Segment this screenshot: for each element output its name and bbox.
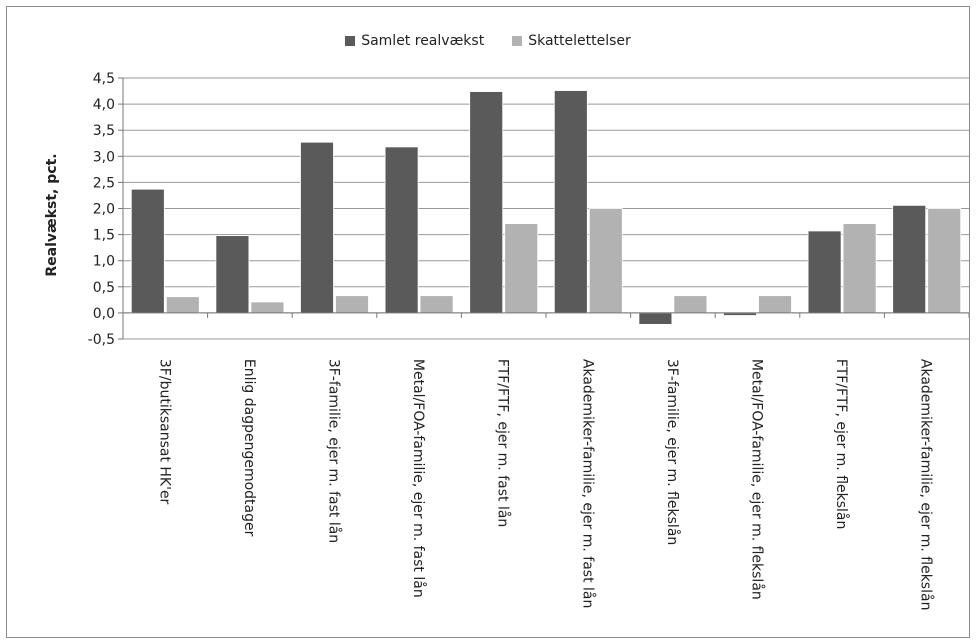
- x-category-label: 3F-familie, ejer m. fast lån: [326, 359, 343, 543]
- x-category-label: FTF/FTF, ejer m. fast lån: [495, 359, 512, 527]
- y-tick-label: 3,0: [93, 149, 115, 165]
- bar-skattelettelser: [758, 295, 792, 314]
- y-tick-label: -0,5: [88, 332, 115, 348]
- bar-skattelettelser: [335, 295, 369, 314]
- bar-skattelettelser: [250, 301, 285, 314]
- y-tick-label: 0,5: [93, 280, 115, 296]
- chart-frame: Samlet realvækst Skattelettelser Realvæk…: [6, 6, 970, 638]
- bar-samlet-realvaekst: [130, 188, 165, 314]
- bar-skattelettelser: [842, 223, 877, 314]
- y-tick-label: 1,0: [93, 254, 115, 270]
- bar-skattelettelser: [419, 295, 454, 314]
- bar-skattelettelser: [673, 295, 708, 314]
- x-category-label: 3F/butiksansat HK'er: [156, 359, 172, 505]
- y-tick-label: 4,0: [93, 97, 115, 113]
- legend-swatch-skattelettelser: [512, 36, 523, 46]
- legend-item-skattelettelser: Skattelettelser: [512, 33, 631, 49]
- y-tick-label: 2,5: [93, 175, 115, 191]
- legend-swatch-samlet-realvaekst: [345, 36, 356, 46]
- x-category-label: FTF/FTF, ejer m. flekslån: [833, 359, 850, 529]
- x-category-label: Akademiker-familie, ejer m. fast lån: [579, 359, 596, 608]
- bar-samlet-realvaekst: [300, 141, 334, 314]
- bar-samlet-realvaekst: [892, 204, 927, 314]
- y-tick-label: 3,5: [93, 123, 115, 139]
- plot-area: -0,5 0,0 0,5 1,0 1,5 2,0 2,5 3,0 3,5 4,0 4,5 3F/but…: [88, 71, 969, 611]
- x-category-label: Metal/FOA-familie, ejer m. fast lån: [410, 359, 427, 598]
- bar-samlet-realvaekst: [638, 312, 673, 325]
- y-tick-label: 4,5: [93, 71, 115, 87]
- bar-samlet-realvaekst: [215, 235, 250, 314]
- bar-skattelettelser: [927, 208, 962, 314]
- bar-skattelettelser: [165, 296, 200, 314]
- x-category-label: Akademiker-familie, ejer m. flekslån: [918, 359, 935, 611]
- bar-samlet-realvaekst: [469, 91, 504, 314]
- bar-samlet-realvaekst: [807, 230, 842, 314]
- x-category-label: Enlig dagpengemodtager: [241, 359, 257, 537]
- x-category-label: 3F-familie, ejer m. flekslån: [664, 359, 681, 545]
- legend-label-samlet-realvaekst: Samlet realvækst: [361, 33, 485, 49]
- legend-label-skattelettelser: Skattelettelser: [528, 33, 631, 49]
- bar-samlet-realvaekst: [384, 146, 419, 314]
- y-tick-label: 0,0: [93, 306, 115, 322]
- bar-skattelettelser: [588, 208, 623, 314]
- x-category-label: Metal/FOA-familie, ejer m. flekslån: [749, 359, 766, 600]
- y-tick-label: 2,0: [93, 202, 115, 218]
- y-tick-label: 1,5: [93, 228, 115, 244]
- legend: Samlet realvækst Skattelettelser: [7, 33, 969, 49]
- bar-skattelettelser: [504, 223, 539, 314]
- legend-item-samlet-realvaekst: Samlet realvækst: [345, 33, 484, 49]
- bar-samlet-realvaekst: [553, 90, 588, 314]
